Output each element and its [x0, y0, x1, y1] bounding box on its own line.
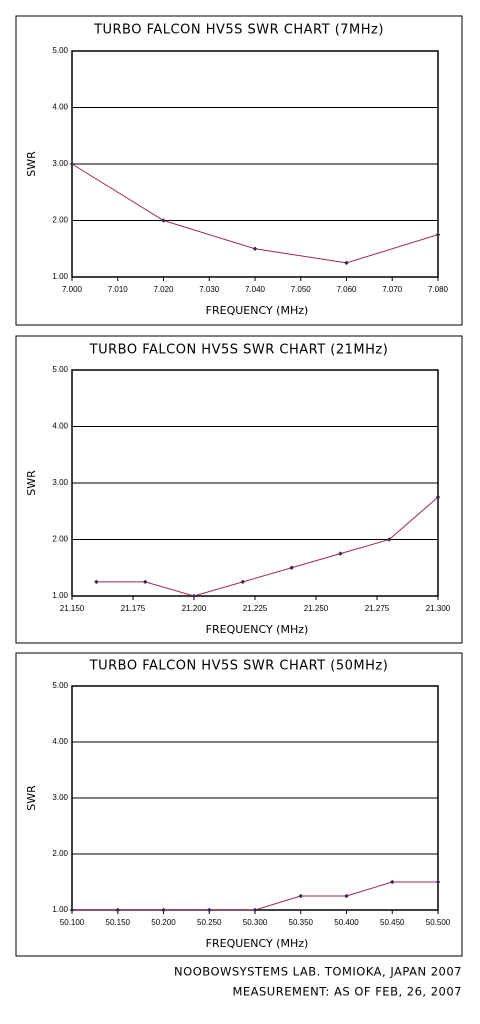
- x-tick-label: 7.050: [291, 285, 312, 294]
- x-tick-label: 7.020: [153, 285, 174, 294]
- x-tick-label: 50.100: [60, 918, 85, 927]
- x-tick-label: 50.150: [106, 918, 131, 927]
- y-tick-label: 2.00: [52, 216, 68, 225]
- x-tick-label: 7.000: [62, 285, 83, 294]
- marker: [390, 879, 395, 885]
- x-tick-label: 7.010: [108, 285, 129, 294]
- x-tick-label: 50.300: [243, 918, 268, 927]
- x-axis-label: FREQUENCY (MHz): [206, 937, 309, 950]
- y-tick-label: 4.00: [52, 103, 68, 112]
- y-tick-label: 3.00: [52, 159, 68, 168]
- marker: [338, 551, 343, 556]
- x-tick-label: 50.450: [380, 918, 405, 927]
- x-tick-label: 21.300: [426, 604, 451, 613]
- x-tick-label: 50.200: [151, 918, 176, 927]
- marker: [115, 907, 120, 913]
- marker: [69, 907, 75, 913]
- marker: [252, 246, 258, 251]
- x-tick-label: 50.250: [197, 918, 222, 927]
- marker: [344, 260, 349, 266]
- x-axis-label: FREQUENCY (MHz): [206, 304, 309, 317]
- y-tick-label: 3.00: [52, 478, 68, 487]
- x-tick-label: 50.400: [334, 918, 359, 927]
- footer-line: MEASUREMENT: AS OF FEB, 26, 2007: [232, 985, 462, 999]
- marker: [94, 579, 99, 585]
- x-axis-label: FREQUENCY (MHz): [206, 623, 309, 636]
- x-tick-label: 21.150: [60, 604, 85, 613]
- y-tick-label: 2.00: [52, 535, 68, 544]
- marker: [435, 879, 441, 885]
- marker: [344, 893, 349, 899]
- x-tick-label: 21.175: [121, 604, 146, 613]
- y-tick-label: 5.00: [52, 46, 68, 55]
- x-tick-label: 21.200: [182, 604, 207, 613]
- y-tick-label: 1.00: [52, 905, 68, 914]
- y-axis-label: SWR: [25, 470, 38, 496]
- x-tick-label: 50.350: [289, 918, 314, 927]
- marker: [240, 579, 245, 585]
- series-line: [72, 881, 438, 911]
- x-tick-label: 7.080: [428, 285, 449, 294]
- x-tick-label: 21.225: [243, 604, 268, 613]
- marker: [143, 579, 148, 585]
- y-axis-label: SWR: [25, 151, 38, 177]
- y-tick-label: 2.00: [52, 849, 68, 858]
- x-tick-label: 21.275: [365, 604, 390, 613]
- footer-line: NOOBOWSYSTEMS LAB. TOMIOKA, JAPAN 2007: [174, 965, 462, 979]
- chart-title: TURBO FALCON HV5S SWR CHART (50MHz): [89, 659, 389, 674]
- y-tick-label: 1.00: [52, 272, 68, 281]
- series-line: [96, 496, 439, 597]
- panel: [15, 652, 463, 957]
- x-tick-label: 21.250: [304, 604, 329, 613]
- marker: [387, 537, 392, 542]
- marker: [207, 907, 212, 913]
- y-tick-label: 3.00: [52, 793, 68, 802]
- x-tick-label: 7.040: [245, 285, 266, 294]
- marker: [252, 907, 258, 913]
- chart-title: TURBO FALCON HV5S SWR CHART (7MHz): [93, 23, 384, 38]
- y-tick-label: 5.00: [52, 681, 68, 690]
- marker: [298, 893, 303, 899]
- panel: [15, 335, 463, 644]
- x-tick-label: 7.060: [336, 285, 357, 294]
- x-tick-label: 50.500: [426, 918, 451, 927]
- y-tick-label: 4.00: [52, 422, 68, 431]
- plot-area: [71, 369, 439, 597]
- marker: [161, 907, 166, 913]
- x-tick-label: 7.030: [199, 285, 220, 294]
- y-tick-label: 1.00: [52, 591, 68, 600]
- marker: [191, 593, 197, 599]
- panel: [15, 15, 463, 326]
- marker: [289, 565, 294, 570]
- marker: [435, 494, 441, 500]
- y-tick-label: 5.00: [52, 365, 68, 374]
- marker: [161, 218, 166, 223]
- y-axis-label: SWR: [25, 785, 38, 811]
- marker: [69, 161, 75, 167]
- x-tick-label: 7.070: [382, 285, 403, 294]
- y-tick-label: 4.00: [52, 737, 68, 746]
- marker: [435, 232, 441, 237]
- chart-title: TURBO FALCON HV5S SWR CHART (21MHz): [89, 343, 389, 358]
